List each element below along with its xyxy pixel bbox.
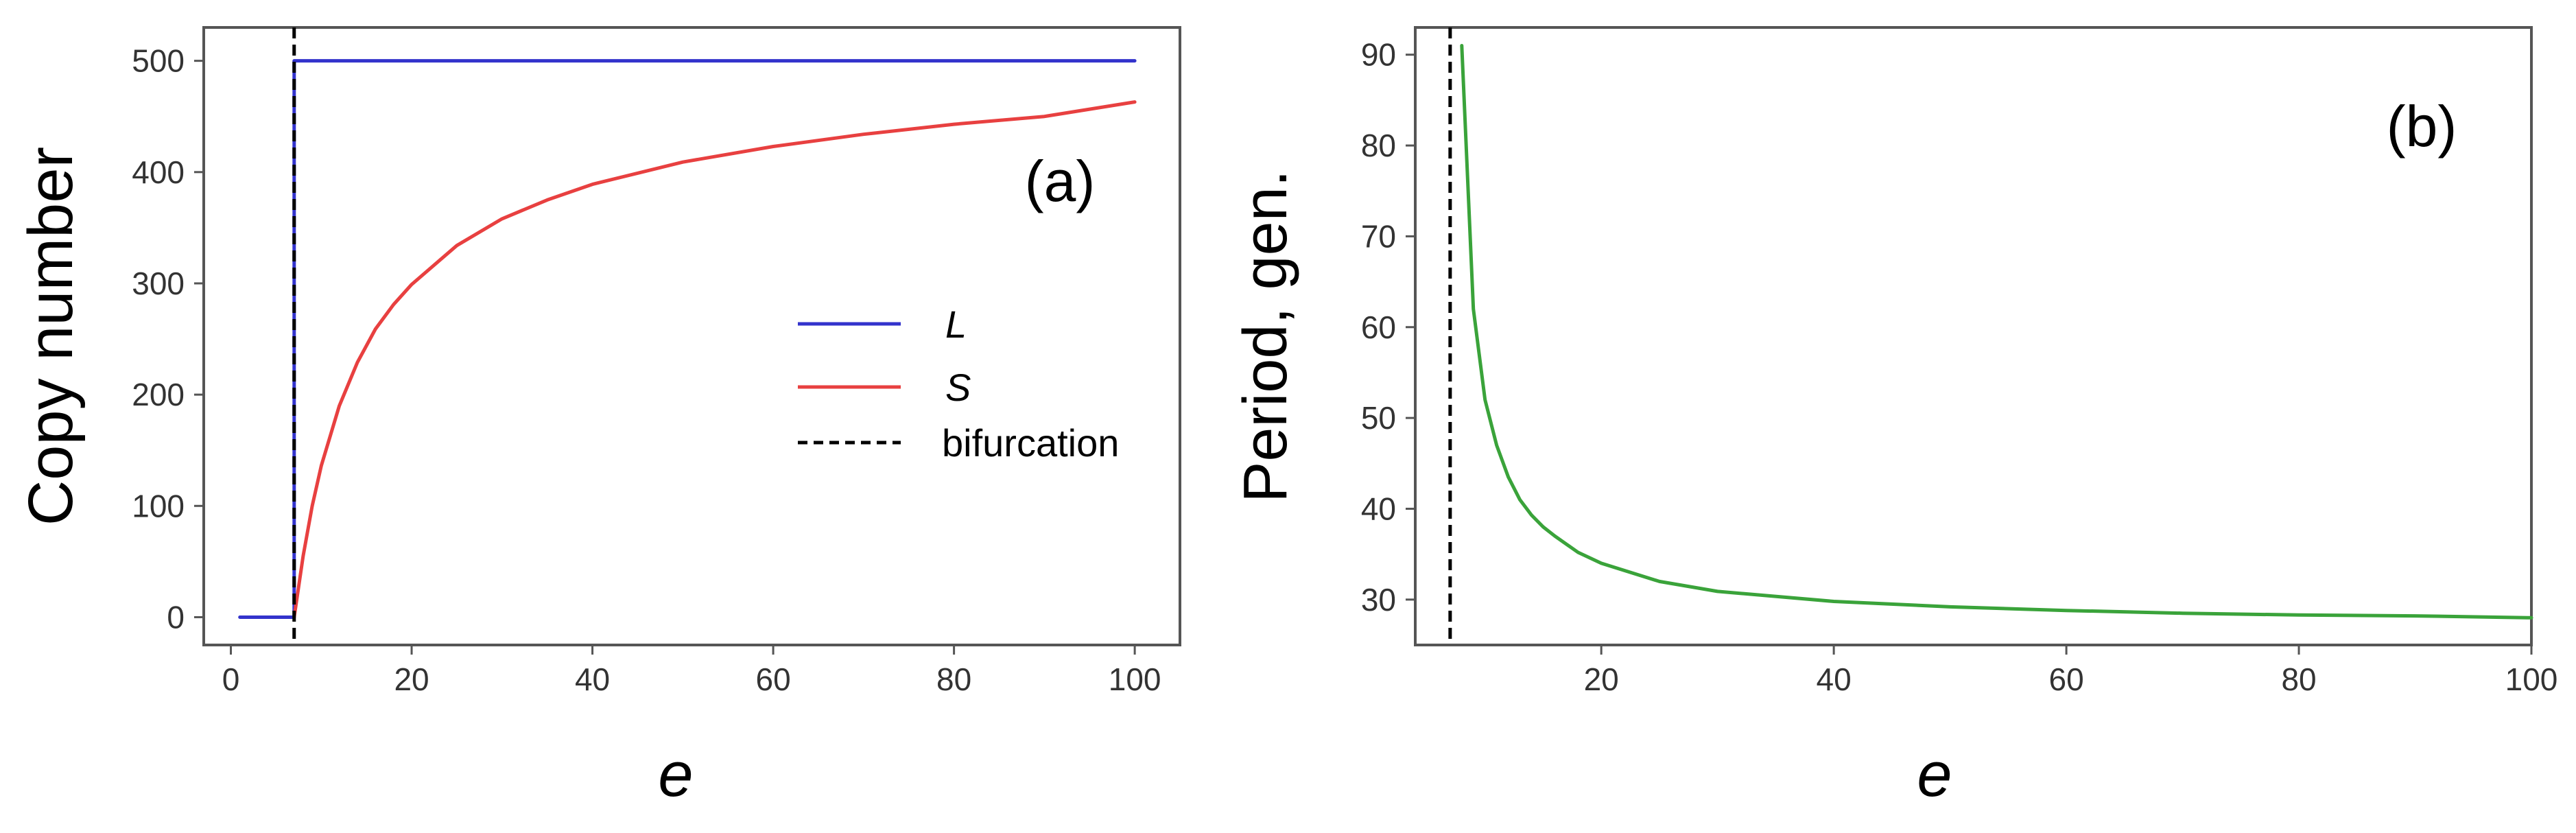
x-axis-label-a: e xyxy=(658,740,693,810)
b-data-lines xyxy=(1448,27,2533,645)
series-line-period xyxy=(1460,44,2533,620)
series-line-l xyxy=(238,59,1137,619)
plot-frame-a xyxy=(202,26,1181,646)
panel-label-a: (a) xyxy=(1025,149,1096,213)
y-tick-label: 30 xyxy=(1361,582,1396,618)
x-tick-label: 40 xyxy=(1817,661,1852,697)
x-tick-label: 100 xyxy=(1109,661,1161,697)
y-tick-label: 100 xyxy=(132,488,185,524)
panel-label-b: (b) xyxy=(2387,94,2457,159)
y-tick-label: 400 xyxy=(132,154,185,190)
x-tick-label: 100 xyxy=(2505,661,2558,697)
plot-frame-b xyxy=(1414,26,2533,646)
legend-label-bifurcation: bifurcation xyxy=(942,421,1119,465)
x-tick-label: 20 xyxy=(394,661,429,697)
y-tick-label: 40 xyxy=(1361,491,1396,526)
y-tick-label: 300 xyxy=(132,266,185,301)
panel-a: 0 20 40 60 80 100 0 100 200 300 400 500 (a) Copy nu… xyxy=(16,26,1181,810)
x-tick-label: 60 xyxy=(2048,661,2083,697)
x-tick-label: 40 xyxy=(575,661,610,697)
y-tick-label: 90 xyxy=(1361,37,1396,73)
x-tick-label: 80 xyxy=(936,661,971,697)
b-axis-ticks: 20 40 60 80 100 30 40 50 60 70 80 90 xyxy=(1361,37,2558,697)
y-tick-label: 200 xyxy=(132,377,185,412)
x-tick-label: 60 xyxy=(755,661,790,697)
legend-label-S: S xyxy=(945,366,971,409)
a-data-lines xyxy=(238,27,1137,645)
panel-b: 20 40 60 80 100 30 40 50 60 70 80 90 (b) Period, ge… xyxy=(1231,26,2558,810)
y-tick-label: 50 xyxy=(1361,400,1396,436)
legend-label-L: L xyxy=(945,303,967,346)
y-tick-label: 500 xyxy=(132,43,185,79)
y-axis-label-a: Copy number xyxy=(16,147,86,526)
y-axis-label-b: Period, gen. xyxy=(1231,169,1300,502)
a-axis-ticks: 0 20 40 60 80 100 0 100 200 300 400 500 xyxy=(132,43,1161,697)
y-tick-label: 0 xyxy=(167,599,185,635)
x-axis-label-b: e xyxy=(1917,740,1952,810)
legend-a: L S bifurcation xyxy=(798,303,1119,465)
x-tick-label: 80 xyxy=(2281,661,2316,697)
y-tick-label: 80 xyxy=(1361,128,1396,163)
y-tick-label: 60 xyxy=(1361,309,1396,345)
x-tick-label: 0 xyxy=(222,661,240,697)
series-line-s xyxy=(292,100,1137,619)
x-tick-label: 20 xyxy=(1584,661,1619,697)
y-tick-label: 70 xyxy=(1361,218,1396,254)
